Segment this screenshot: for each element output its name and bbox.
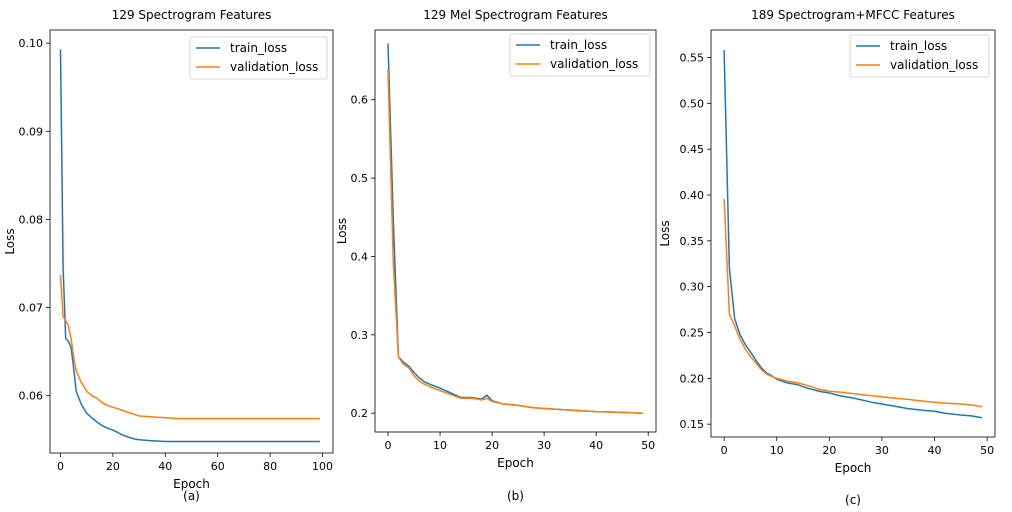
x-tick-label: 10 <box>433 439 447 452</box>
chart-title: 129 Spectrogram Features <box>112 8 272 22</box>
x-tick-label: 30 <box>875 444 889 457</box>
panel-caption: (b) <box>507 489 524 503</box>
y-tick-label: 0.6 <box>351 94 369 107</box>
chart-panel-1: 129 Mel Spectrogram Features 0 10 20 30 40 50 0… <box>335 8 657 503</box>
y-tick-label: 0.15 <box>680 418 705 431</box>
x-tick-label: 0 <box>721 444 728 457</box>
x-axis-label: Epoch <box>497 456 534 470</box>
legend-box <box>509 33 651 77</box>
y-tick-label: 0.2 <box>351 407 369 420</box>
series-line-train-loss <box>723 50 983 419</box>
legend-label: train_loss <box>550 38 607 52</box>
y-tick-label: 0.5 <box>351 172 369 185</box>
y-axis-label: Loss <box>335 218 349 244</box>
y-tick-label: 0.4 <box>351 250 369 263</box>
legend-box <box>849 34 990 78</box>
y-tick-label: 0.25 <box>680 327 705 340</box>
y-tick-label: 0.3 <box>351 329 369 342</box>
y-tick-label: 0.40 <box>680 189 705 202</box>
x-tick-label: 0 <box>57 460 64 473</box>
series-line-validation-loss <box>723 198 983 408</box>
chart-panel-2: 189 Spectrogram+MFCC Features 0 10 20 30 40 50… <box>658 8 996 507</box>
plot-frame <box>374 29 657 433</box>
y-axis-label: Loss <box>658 220 672 246</box>
legend-label: train_loss <box>230 41 287 55</box>
y-tick-label: 0.09 <box>19 125 44 138</box>
x-tick-label: 20 <box>822 444 836 457</box>
x-axis-label: Epoch <box>835 461 872 475</box>
legend: train_loss validation_loss <box>849 34 990 78</box>
legend-box <box>189 36 328 80</box>
series-line-train-loss <box>387 43 644 414</box>
y-tick-label: 0.30 <box>680 281 705 294</box>
x-tick-label: 80 <box>263 460 277 473</box>
x-tick-label: 50 <box>980 444 994 457</box>
x-tick-label: 100 <box>312 460 333 473</box>
y-tick-label: 0.06 <box>19 390 44 403</box>
y-tick-label: 0.10 <box>19 37 44 50</box>
plot-frame <box>49 29 334 454</box>
legend-label: validation_loss <box>890 58 978 72</box>
y-tick-label: 0.55 <box>680 52 705 65</box>
x-tick-label: 50 <box>641 439 655 452</box>
x-tick-label: 30 <box>537 439 551 452</box>
legend-label: train_loss <box>890 39 947 53</box>
y-tick-label: 0.20 <box>680 372 705 385</box>
x-tick-label: 0 <box>385 439 392 452</box>
plot-frame <box>710 29 996 438</box>
y-tick-label: 0.50 <box>680 97 705 110</box>
y-tick-label: 0.45 <box>680 143 705 156</box>
panel-caption: (a) <box>183 489 200 503</box>
x-tick-label: 40 <box>928 444 942 457</box>
legend: train_loss validation_loss <box>509 33 651 77</box>
chart-title: 189 Spectrogram+MFCC Features <box>751 8 955 22</box>
x-axis-label: Epoch <box>173 477 210 491</box>
x-tick-label: 40 <box>158 460 172 473</box>
legend-label: validation_loss <box>230 60 318 74</box>
x-tick-label: 20 <box>106 460 120 473</box>
panel-caption: (c) <box>845 493 861 507</box>
chart-title: 129 Mel Spectrogram Features <box>423 8 608 22</box>
legend-label: validation_loss <box>550 57 638 71</box>
legend: train_loss validation_loss <box>189 36 328 80</box>
series-line-train-loss <box>59 49 320 443</box>
y-tick-label: 0.07 <box>19 302 44 315</box>
chart-panel-0: 129 Spectrogram Features 0 20 40 60 80 100 0.06… <box>3 8 334 503</box>
x-tick-label: 10 <box>770 444 784 457</box>
y-tick-label: 0.08 <box>19 213 44 226</box>
y-axis-label: Loss <box>3 228 17 254</box>
x-tick-label: 20 <box>485 439 499 452</box>
x-tick-label: 40 <box>589 439 603 452</box>
x-tick-label: 60 <box>211 460 225 473</box>
series-line-validation-loss <box>387 69 644 414</box>
series-line-validation-loss <box>59 274 320 420</box>
y-tick-label: 0.35 <box>680 235 705 248</box>
